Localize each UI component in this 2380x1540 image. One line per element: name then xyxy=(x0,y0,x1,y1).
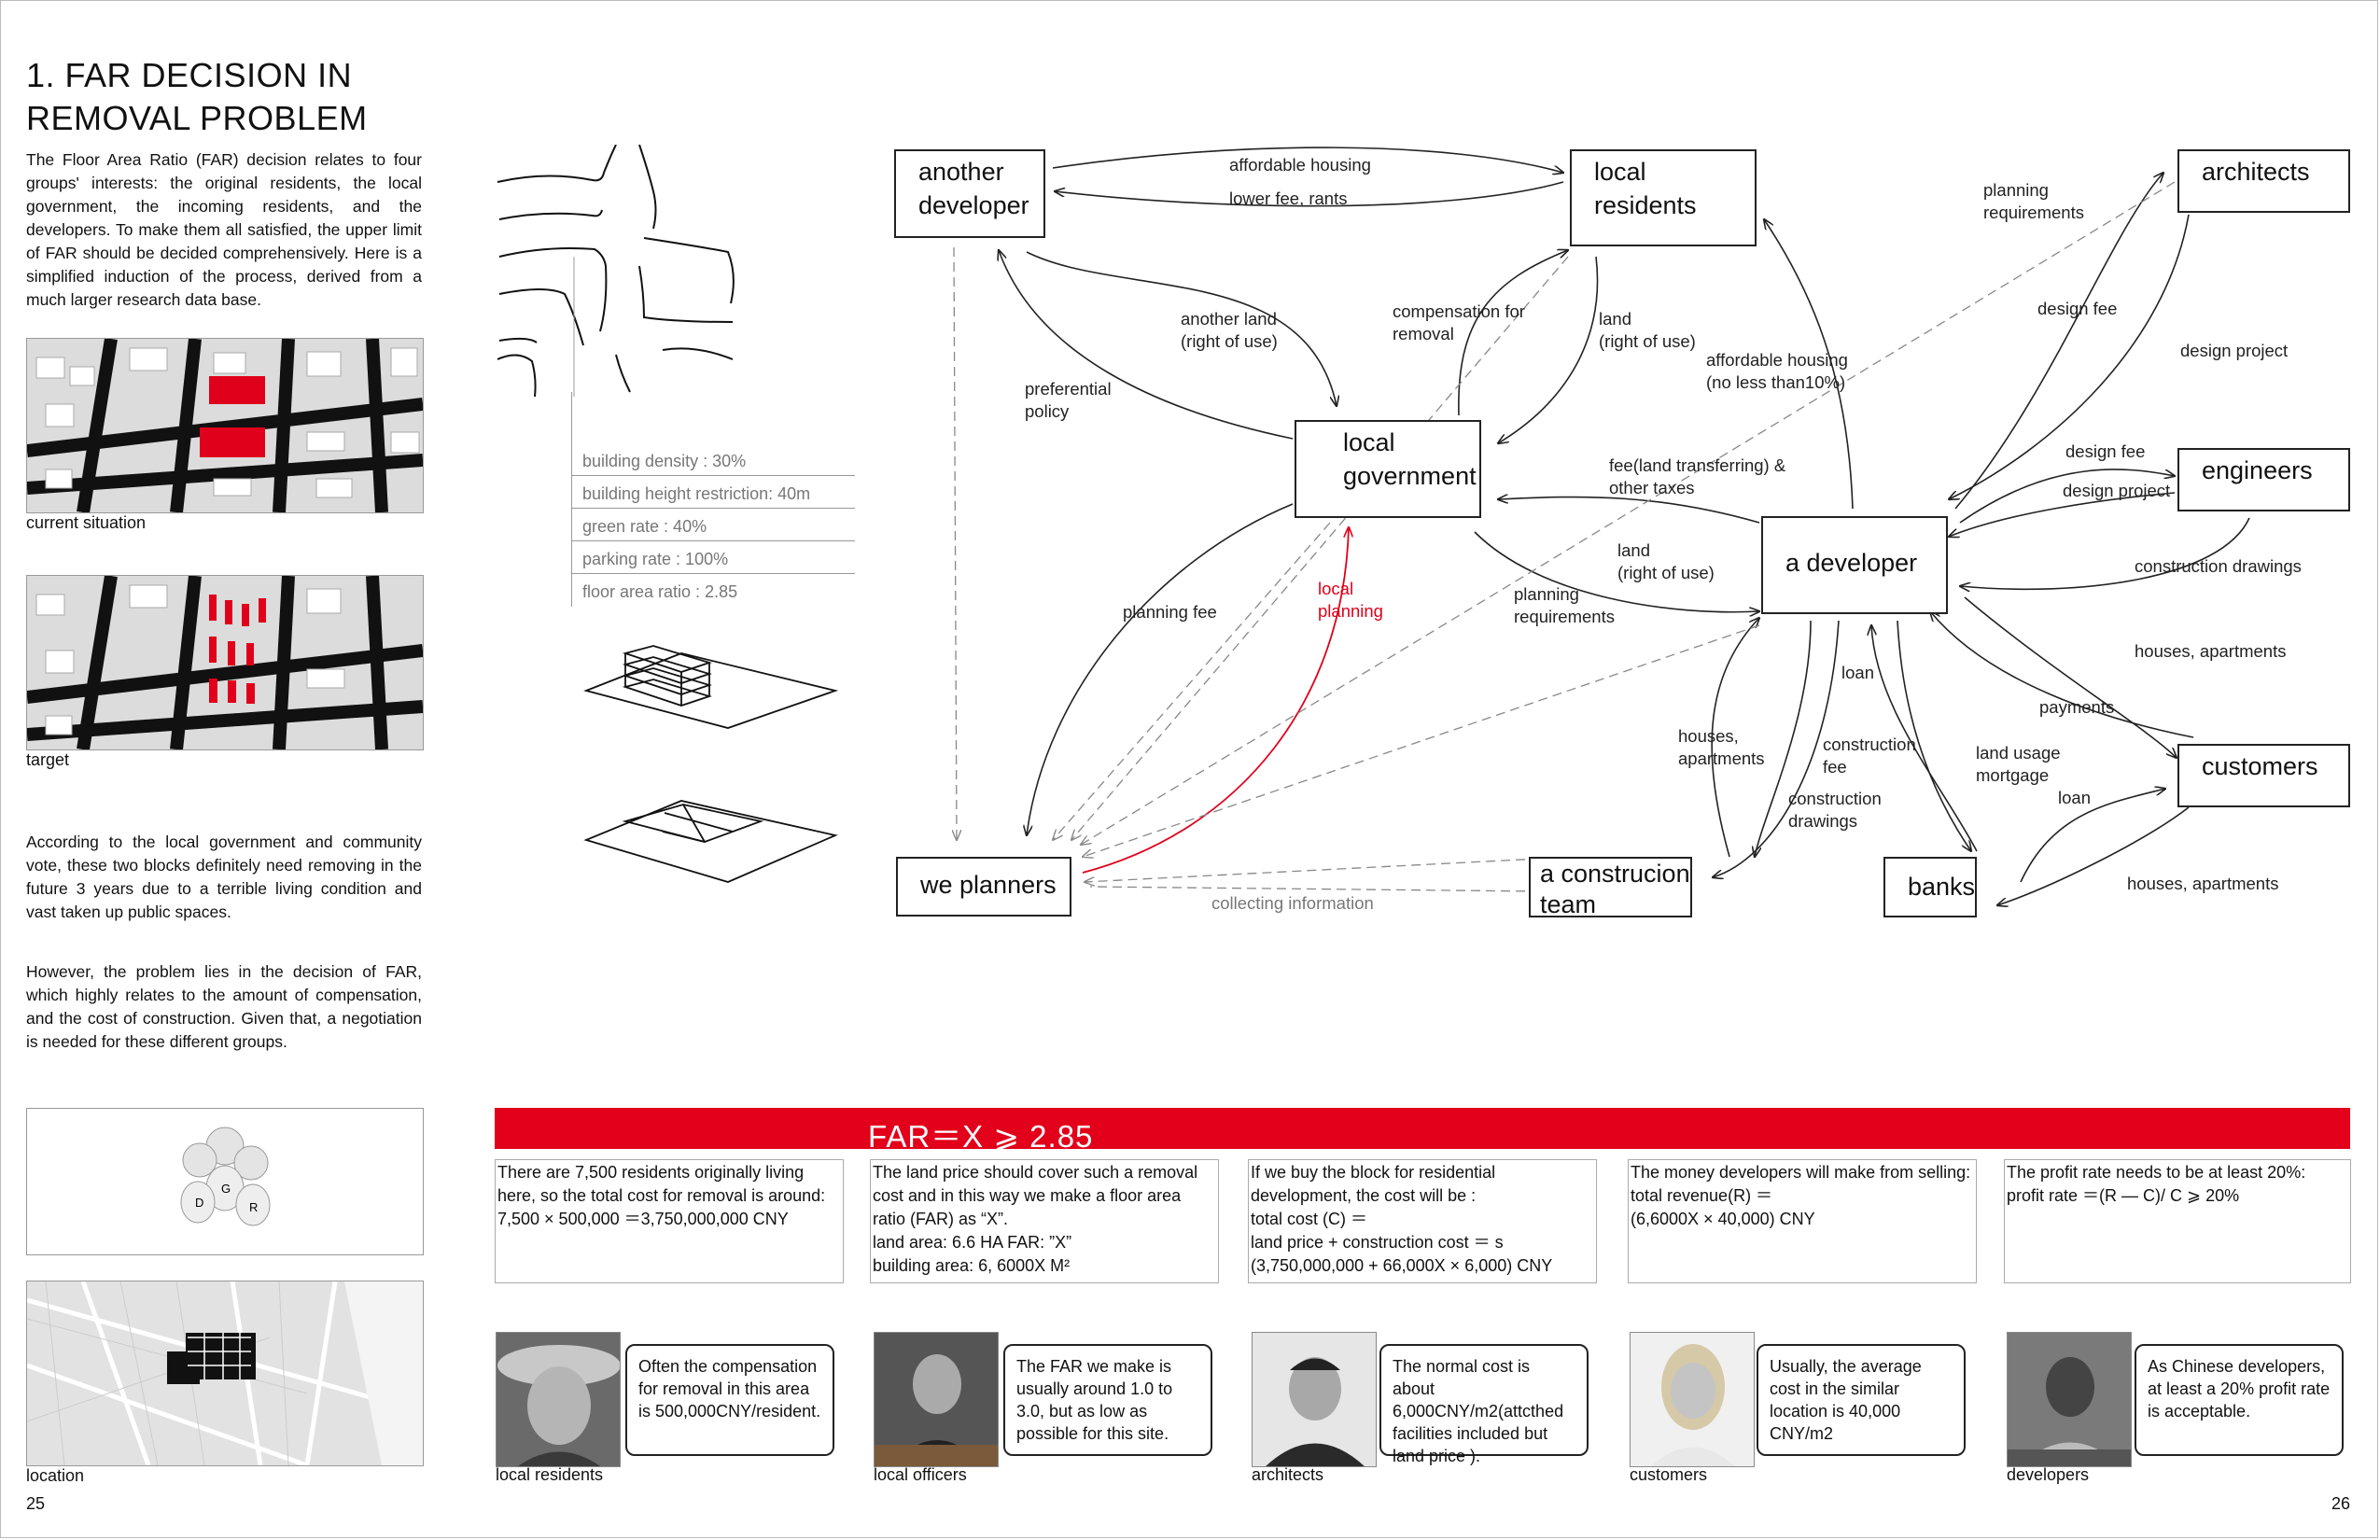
label-houses-apartments-bottom: houses, apartments xyxy=(2127,874,2279,893)
label-land-usage-mortgage: land usage mortgage xyxy=(1976,743,2061,785)
quote-local-residents: Often the compensation for removal in th… xyxy=(625,1344,834,1456)
spec-building-density: building density : 30% xyxy=(571,448,855,476)
quote-architects: The normal cost is about 6,000CNY/m2(att… xyxy=(1379,1344,1589,1465)
massing-sketches xyxy=(583,645,839,883)
relationship-arrows xyxy=(0,147,2250,1027)
label-design-project-top: design project xyxy=(2180,341,2289,360)
page-number-right: 26 xyxy=(2331,1494,2351,1513)
node-another-developer: another developer xyxy=(894,149,1045,238)
caption-customers: customers xyxy=(1630,1465,1708,1484)
label-construction-drawings-team: construction drawings xyxy=(1788,789,1882,831)
target-image xyxy=(26,575,424,750)
block-plan-sketch xyxy=(497,145,735,397)
group-figures-image: G D R xyxy=(26,1108,424,1255)
node-construction-team: a construcion team xyxy=(1529,857,1692,918)
label-construction-drawings-eng: construction drawings xyxy=(2135,556,2302,576)
photo-customer xyxy=(1630,1332,1755,1467)
problem-paragraph: However, the problem lies in the decisio… xyxy=(26,962,422,1051)
label-compensation: compensation for removal xyxy=(1393,301,1525,343)
spec-floor-area-ratio: floor area ratio : 2.85 xyxy=(582,582,738,601)
spec-parking-rate: parking rate : 100% xyxy=(571,546,855,574)
label-planning-requirements-top: planning requirements xyxy=(1983,180,2084,222)
label-loan-developer: loan xyxy=(1841,663,1874,682)
label-houses-apartments-team: houses, apartments xyxy=(1678,726,1765,768)
label-preferential-policy: preferential policy xyxy=(1025,379,1112,421)
node-architects: architects xyxy=(2177,149,2350,213)
caption-current-situation: current situation xyxy=(26,513,147,532)
label-collecting-information: collecting information xyxy=(1211,893,1374,913)
calc-revenue: The money developers will make from sell… xyxy=(1628,1159,1977,1283)
photo-local-officer xyxy=(874,1332,999,1467)
label-design-fee-top: design fee xyxy=(2037,299,2118,318)
label-planning-requirements-dev: planning requirements xyxy=(1514,584,1615,626)
caption-architects: architects xyxy=(1252,1465,1324,1484)
figure-letter-d: D xyxy=(195,1196,203,1210)
figure-letter-g: G xyxy=(221,1182,231,1196)
label-construction-fee: construction fee xyxy=(1823,735,1916,777)
calc-removal-cost: There are 7,500 residents originally liv… xyxy=(495,1159,844,1283)
label-design-project-eng: design project xyxy=(2063,481,2171,500)
location-map xyxy=(26,1281,424,1466)
far-formula: FAR＝X ⩾ 2.85 xyxy=(868,1119,1094,1154)
caption-location: location xyxy=(26,1466,85,1485)
page-title: 1. FAR DECISION IN REMOVAL PROBLEM xyxy=(26,56,368,137)
label-houses-apartments-cust: houses, apartments xyxy=(2135,641,2287,661)
node-banks: banks xyxy=(1883,857,1977,917)
quote-customers: Usually, the average cost in the similar… xyxy=(1757,1344,1966,1456)
photo-developer xyxy=(2007,1332,2132,1467)
caption-developers: developers xyxy=(2007,1465,2090,1484)
page-number-left: 25 xyxy=(26,1494,46,1513)
label-another-land: another land (right of use) xyxy=(1181,309,1278,351)
quote-local-officers: The FAR we make is usually around 1.0 to… xyxy=(1003,1344,1212,1456)
node-we-planners: we planners xyxy=(896,857,1071,917)
photo-local-resident xyxy=(496,1332,621,1467)
caption-local-officers: local officers xyxy=(874,1465,967,1484)
node-customers: customers xyxy=(2177,744,2350,807)
label-planning-fee: planning fee xyxy=(1123,602,1217,622)
node-a-developer: a developer xyxy=(1761,516,1948,614)
label-land-dev: land (right of use) xyxy=(1617,540,1715,582)
label-land-gov: land (right of use) xyxy=(1599,309,1696,351)
calc-total-cost: If we buy the block for residential deve… xyxy=(1248,1159,1597,1283)
spec-divider-line xyxy=(571,392,572,607)
label-payments: payments xyxy=(2039,697,2115,717)
label-affordable-housing: affordable housing xyxy=(1229,155,1371,175)
photo-architect xyxy=(1252,1332,1377,1467)
node-engineers: engineers xyxy=(2177,448,2350,511)
context-paragraph: According to the local government and co… xyxy=(26,833,422,921)
far-formula-banner: FAR＝X ⩾ 2.85 xyxy=(495,1108,2350,1154)
figure-letter-r: R xyxy=(249,1200,258,1214)
label-lower-fee: lower fee, rants xyxy=(1229,189,1348,208)
intro-paragraph: The Floor Area Ratio (FAR) decision rela… xyxy=(26,150,422,309)
caption-local-residents: local residents xyxy=(496,1465,604,1484)
node-local-government: local government xyxy=(1295,420,1481,518)
label-loan-banks: loan xyxy=(2058,788,2091,807)
calc-profit-rate: The profit rate needs to be at least 20%… xyxy=(2004,1159,2351,1283)
label-fee-land-transferring: fee(land transferring) & other taxes xyxy=(1609,455,1786,497)
label-design-fee-eng: design fee xyxy=(2065,441,2146,461)
spec-height-restriction: building height restriction: 40m xyxy=(571,481,855,509)
node-local-residents: local residents xyxy=(1570,149,1757,246)
caption-target: target xyxy=(26,750,70,769)
label-local-planning: local planning xyxy=(1318,579,1383,621)
quote-developers: As Chinese developers, at least a 20% pr… xyxy=(2135,1344,2344,1456)
current-situation-image xyxy=(26,338,424,513)
label-affordable-10: affordable housing (no less than10%) xyxy=(1706,350,1848,392)
calc-land-price: The land price should cover such a remov… xyxy=(870,1159,1219,1283)
spec-green-rate: green rate : 40% xyxy=(571,513,855,541)
